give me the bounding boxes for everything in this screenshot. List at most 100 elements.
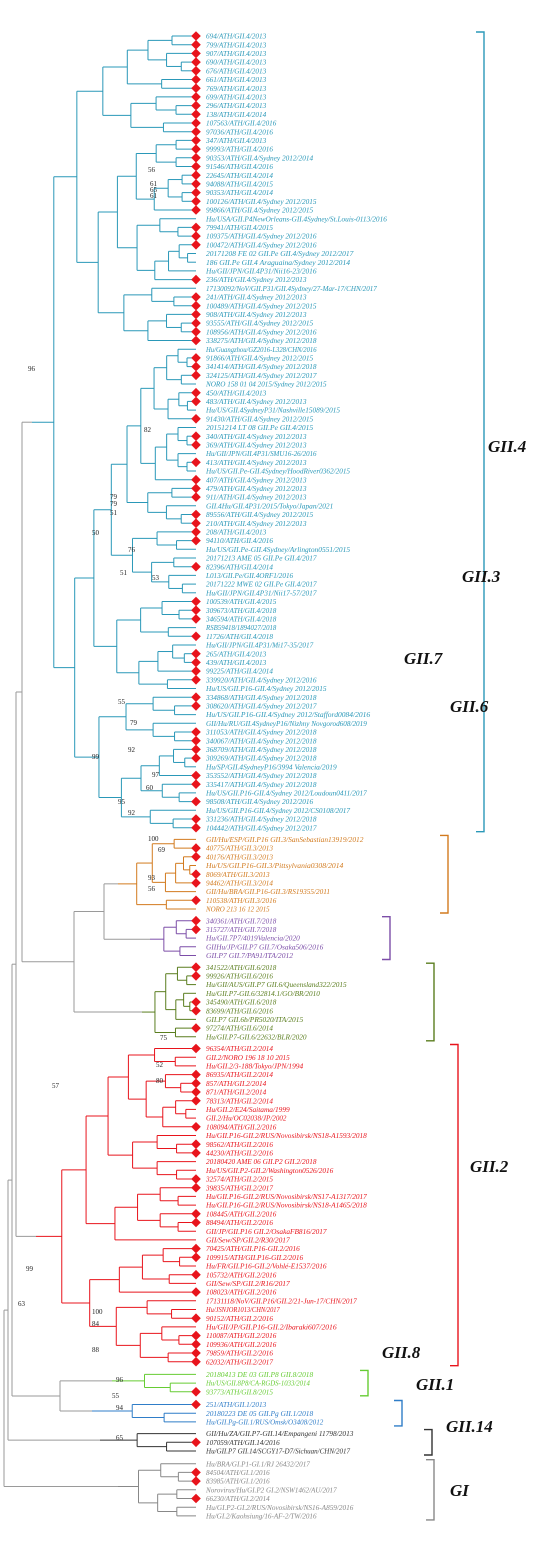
sample-marker-diamond — [191, 1399, 201, 1410]
sample-marker-diamond — [191, 126, 201, 137]
tip-label: 78313/ATH/GII.2/2014 — [206, 1096, 273, 1105]
bootstrap-value: 65 — [116, 1434, 124, 1442]
sample-marker-diamond — [191, 1148, 201, 1158]
clade-bracket — [382, 916, 391, 961]
tip-label: 84504/ATH/GI.1/2016 — [206, 1468, 270, 1477]
sample-marker-diamond — [191, 796, 201, 807]
sample-marker-diamond — [191, 1476, 201, 1486]
sample-marker-diamond — [191, 135, 201, 146]
tip-label: Hu/JSNJOR1013/CHN/2017 — [205, 1305, 280, 1314]
tip-label: 265/ATH/GII.4/2013 — [206, 649, 267, 658]
tip-label: 109915/ATH/GII.P16-GII.2/2016 — [206, 1253, 303, 1262]
tip-label: 110087/ATH/GII.2/2016 — [206, 1331, 277, 1340]
sample-marker-diamond — [191, 1348, 201, 1358]
tip-label: 89556/ATH/GII.4/Sydney 2012/2015 — [206, 510, 313, 519]
sample-marker-diamond — [191, 674, 201, 685]
tip-label: 90353/ATH/GII.4/2014 — [206, 188, 273, 197]
tip-label: 98562/ATH/GII.2/2016 — [206, 1140, 273, 1149]
sample-marker-diamond — [191, 1243, 201, 1254]
tip-label: 908/ATH/GII.4/Sydney 2012/2013 — [206, 310, 307, 319]
tip-label: GII.2/NORO 196 18 10 2015 — [206, 1053, 290, 1062]
tip-label: 107059/ATH/GII.14/2016 — [206, 1438, 280, 1447]
tip-label: GII.P7 GII.6b/PR5020/ITA/2015 — [206, 1015, 303, 1024]
sample-marker-diamond — [191, 1121, 201, 1132]
tip-label: Hu/GI.2/Kaohsiung/16-AF-2/TW/2016 — [205, 1512, 317, 1521]
sample-marker-diamond — [191, 915, 201, 926]
tip-label: 20180223 DE 05 GII.Pg GII.1/2018 — [206, 1409, 313, 1418]
sample-marker-diamond — [191, 440, 201, 450]
sample-marker-diamond — [191, 727, 201, 737]
tip-label: 699/ATH/GII.4/2013 — [206, 93, 267, 102]
clade-bracket — [476, 31, 485, 833]
tip-label: 17130092/NoV/GII.P31/GII.4Sydney/27-Mar-… — [206, 284, 377, 293]
bootstrap-value: 51 — [110, 509, 118, 517]
tip-label: Hu/US/GII.P16-GII.3/Pittsylvania0308/201… — [205, 861, 344, 870]
tip-label: Hu/USA/GII.P4NewOrleans-GII.4Sydney/St.L… — [205, 214, 387, 223]
clade-bracket — [360, 1369, 369, 1397]
bootstrap-value: 52 — [156, 1061, 164, 1069]
tip-label: 340067/ATH/GII.4/Sydney 2012/2018 — [205, 736, 317, 745]
tip-label: 91430/ATH/GII.4/Sydney 2012/2015 — [206, 414, 313, 423]
clade-bracket — [450, 1043, 459, 1367]
sample-marker-diamond — [191, 1023, 201, 1033]
sample-marker-diamond — [191, 1269, 201, 1280]
tip-label: 104442/ATH/GII.4/Sydney 2012/2017 — [206, 823, 317, 832]
tip-label: 82396/ATH/GII.4/2014 — [206, 562, 273, 571]
tip-label: GII/Hu/ESP/GII.P16 GII.3/SanSebastian139… — [206, 835, 364, 844]
sample-marker-diamond — [191, 1437, 201, 1448]
tip-label: 483/ATH/GII.4/Sydney 2012/2013 — [206, 397, 307, 406]
tip-label: Hu/GII.P7-GII.6/22632/BLR/2020 — [205, 1032, 307, 1041]
tip-label: 86935/ATH/GII.2/2014 — [206, 1070, 273, 1079]
bootstrap-value: 51 — [120, 569, 128, 577]
sample-marker-diamond — [191, 1139, 201, 1150]
sample-marker-diamond — [191, 179, 201, 189]
sample-marker-diamond — [191, 31, 201, 41]
sample-marker-diamond — [191, 309, 201, 320]
tip-label: 8069/ATH/GII.3/2013 — [206, 870, 270, 879]
tip-label: Hu/FR/GII.P16-GII.2/Vohlé-E1537/2016 — [205, 1262, 327, 1271]
tip-label: Hu/GII/JP/GII.P16-GII.2/Ibaraki607/2016 — [205, 1323, 337, 1332]
sample-marker-diamond — [191, 483, 201, 494]
tip-label: 324125/ATH/GII.4/Sydney 2012/2017 — [205, 371, 317, 380]
genotype-label: GII.3 — [462, 567, 501, 586]
tip-label: 83985/ATH/GI.1/2016 — [206, 1477, 270, 1486]
tip-label: NORO 213 16 12 2015 — [205, 905, 270, 914]
sample-marker-diamond — [191, 1087, 201, 1097]
bootstrap-value: 55 — [118, 698, 126, 706]
sample-marker-diamond — [191, 962, 201, 973]
sample-marker-diamond — [191, 274, 201, 285]
tip-label: 236/ATH/GII.4/Sydney 2012/2013 — [206, 275, 307, 284]
tip-label: Hu/GII.P7-GII.6/32814.1/GO/BR/2010 — [205, 989, 320, 998]
tip-label: 340361/ATH/GII.7/2018 — [205, 916, 277, 925]
tip-label: 769/ATH/GII.4/2013 — [206, 84, 267, 93]
sample-marker-diamond — [191, 895, 201, 906]
sample-marker-diamond — [191, 735, 201, 746]
sample-marker-diamond — [191, 1095, 201, 1106]
tip-label: 79941/ATH/GII.4/2015 — [206, 223, 273, 232]
sample-marker-diamond — [191, 869, 201, 880]
sample-marker-diamond — [191, 631, 201, 642]
tip-label: Hu/US/GII.P2-GII.2/Washington0526/2016 — [205, 1166, 334, 1175]
tip-label: Hu/GII.P7 GII.14/SCGY17-D7/Sichuan/CHN/2… — [205, 1447, 350, 1456]
tip-label: Hu/US/GII.4SydneyP31/Nashville15089/2015 — [205, 406, 340, 415]
tip-label: 90152/ATH/GII.2/2016 — [206, 1314, 273, 1323]
sample-marker-diamond — [191, 361, 201, 372]
tip-label: GII.4Hu/GII.4P31/2015/Tokyo/Japan/2021 — [206, 501, 333, 510]
tip-label: 79859/ATH/GII.2/2016 — [206, 1349, 273, 1358]
bootstrap-value: 88 — [92, 1346, 100, 1354]
bootstrap-value: 92 — [128, 746, 136, 754]
tip-label: 66230/ATH/GI.2/2014 — [206, 1494, 270, 1503]
tip-label: 109936/ATH/GII.2/2016 — [206, 1340, 277, 1349]
sample-marker-diamond — [191, 74, 201, 85]
tip-label: 450/ATH/GII.4/2013 — [206, 388, 267, 397]
tip-label: 97274/ATH/GII.6/2014 — [206, 1024, 273, 1033]
tip-label: 100539/ATH/GII.4/2015 — [206, 597, 277, 606]
sample-marker-diamond — [191, 1493, 201, 1504]
genotype-label: GII.7 — [404, 649, 444, 668]
tip-label: 70425/ATH/GII.P16-GII.2/2016 — [206, 1244, 300, 1253]
tip-label: Hu/GII.7P7/4019Valencia/2020 — [205, 934, 300, 943]
tip-label: 39835/ATH/GII.2/2017 — [205, 1183, 273, 1192]
tip-label: NORO 158 01 04 2015/Sydney 2012/2015 — [205, 380, 327, 389]
bootstrap-value: 100 — [148, 835, 159, 843]
